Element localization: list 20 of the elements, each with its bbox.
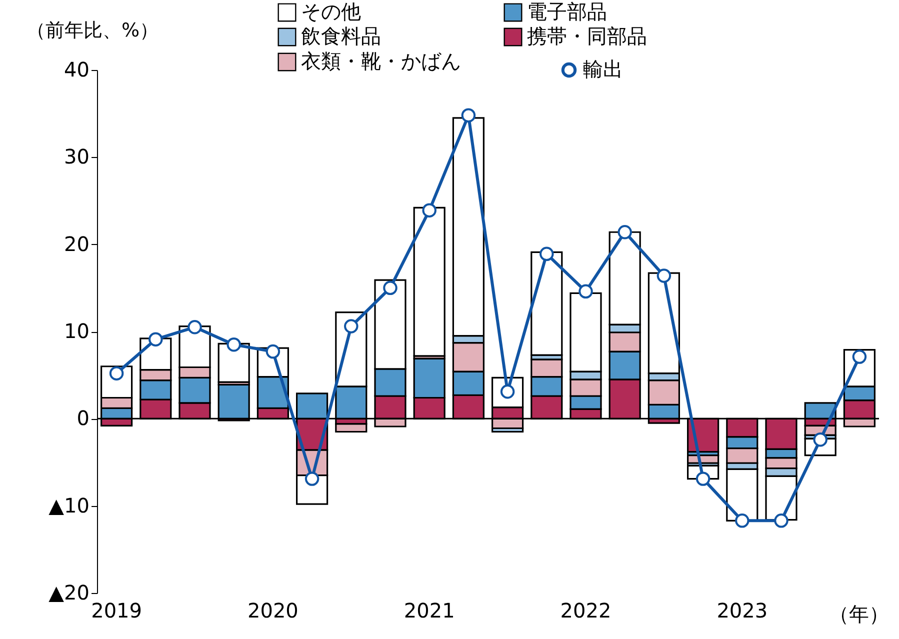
legend-label: 輸出 [583,57,623,81]
x-tick-label: 2021 [404,598,455,622]
legend-label: その他 [301,0,361,24]
x-tick-label: 2020 [247,598,298,622]
x-tick-label: 2023 [716,598,768,622]
legend-label: 携帯・同部品 [527,24,647,48]
legend-label: 電子部品 [527,0,607,24]
x-tick-label: 2019 [91,598,142,622]
y-axis-title: （前年比、%） [26,20,159,42]
x-tick-label: 2022 [560,598,612,622]
y-tick-label: ▲10 [48,493,90,518]
y-tick-label: 10 [64,319,90,343]
y-tick-label: 0 [76,406,90,430]
legend-label: 飲食料品 [301,24,381,48]
text: （年） [829,602,889,626]
y-tick-label: 30 [64,144,90,169]
legend-label: 衣類・靴・かばん [301,49,461,73]
y-tick-label: ▲20 [48,580,90,604]
y-tick-label: 40 [64,58,90,82]
y-tick-label: 20 [64,232,90,256]
